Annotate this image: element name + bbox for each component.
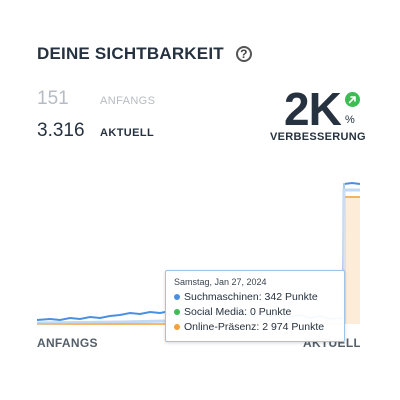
current-value: 3.316 <box>37 120 85 141</box>
tooltip-row-social: Social Media: 0 Punkte <box>174 306 336 318</box>
axis-start-label: ANFANGS <box>37 336 98 350</box>
current-stat: 3.316 AKTUELL <box>37 120 154 142</box>
online-presence-area <box>344 196 360 324</box>
improvement-label: VERBESSERUNG <box>270 131 366 143</box>
tooltip-online-text: Online-Präsenz: 2 974 Punkte <box>184 321 325 333</box>
help-icon[interactable]: ? <box>235 46 252 62</box>
tooltip-social-text: Social Media: 0 Punkte <box>184 306 292 318</box>
start-label: ANFANGS <box>100 95 156 107</box>
tooltip-search-text: Suchmaschinen: 342 Punkte <box>184 291 318 303</box>
visibility-header: DEINE SICHTBARKEIT ? <box>37 44 252 64</box>
tooltip-row-online: Online-Präsenz: 2 974 Punkte <box>174 321 336 333</box>
tooltip-date: Samstag, Jan 27, 2024 <box>174 277 267 287</box>
current-label: AKTUELL <box>100 127 155 139</box>
search-dot-icon <box>174 294 180 300</box>
tooltip-row-search: Suchmaschinen: 342 Punkte <box>174 291 336 303</box>
start-value: 151 <box>37 88 69 109</box>
arrow-up-right-icon <box>345 92 360 107</box>
start-stat: 151 ANFANGS <box>37 88 155 110</box>
chart-tooltip: Samstag, Jan 27, 2024 Suchmaschinen: 342… <box>165 270 345 342</box>
improvement-unit: % <box>345 114 355 126</box>
online-dot-icon <box>174 324 180 330</box>
improvement-value: 2K <box>284 83 342 135</box>
social-dot-icon <box>174 309 180 315</box>
page-title: DEINE SICHTBARKEIT <box>37 44 224 63</box>
improvement-panel: 2K % VERBESSERUNG <box>270 82 366 152</box>
